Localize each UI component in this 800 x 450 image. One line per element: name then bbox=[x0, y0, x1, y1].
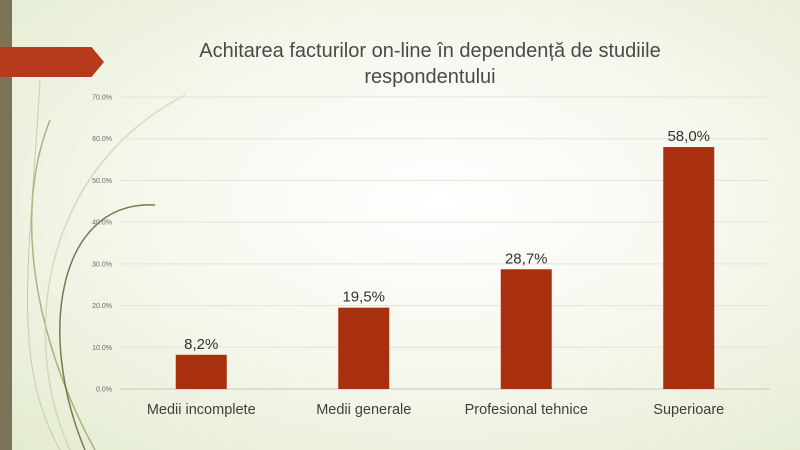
category-label: Profesional tehnice bbox=[465, 402, 588, 418]
chart-title: Achitarea facturilor on-line în dependen… bbox=[199, 40, 661, 88]
bar bbox=[338, 307, 390, 389]
y-tick-label: 20.0% bbox=[92, 303, 112, 310]
y-tick-label: 10.0% bbox=[92, 345, 112, 352]
data-label: 58,0% bbox=[667, 128, 710, 145]
data-label: 8,2% bbox=[184, 336, 218, 353]
data-label: 28,7% bbox=[505, 250, 548, 267]
bars bbox=[175, 147, 715, 389]
y-tick-label: 60.0% bbox=[92, 136, 112, 143]
y-tick-label: 40.0% bbox=[92, 220, 112, 227]
y-tick-label: 30.0% bbox=[92, 261, 112, 268]
y-axis: 0.0% 10.0% 20.0% 30.0% 40.0% 50.0% 60.0% 70.0% bbox=[92, 95, 112, 394]
bar bbox=[500, 269, 552, 389]
title-arrow-accent bbox=[0, 47, 104, 77]
category-label: Superioare bbox=[653, 402, 724, 418]
y-tick-label: 70.0% bbox=[92, 95, 112, 102]
data-labels: 8,2% 19,5% 28,7% 58,0% bbox=[184, 128, 710, 353]
data-label: 19,5% bbox=[342, 289, 385, 306]
category-label: Medii incomplete bbox=[147, 402, 256, 418]
y-tick-label: 0.0% bbox=[96, 387, 112, 394]
bar bbox=[175, 354, 227, 389]
category-label: Medii generale bbox=[316, 402, 411, 418]
side-bar bbox=[0, 0, 12, 450]
x-axis: Medii incomplete Medii generale Profesiona… bbox=[147, 402, 724, 418]
gridlines bbox=[120, 96, 770, 390]
y-tick-label: 50.0% bbox=[92, 178, 112, 185]
bar bbox=[663, 147, 715, 389]
